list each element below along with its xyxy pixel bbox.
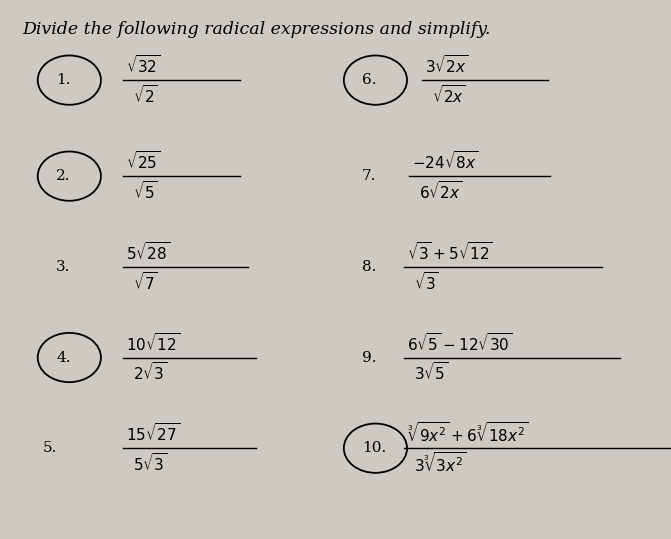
Text: $15\sqrt{27}$: $15\sqrt{27}$ <box>126 422 180 444</box>
Text: $5\sqrt{3}$: $5\sqrt{3}$ <box>133 452 167 474</box>
Text: 10.: 10. <box>362 441 386 455</box>
Text: 9.: 9. <box>362 350 376 364</box>
Text: 6.: 6. <box>362 73 376 87</box>
Text: $10\sqrt{12}$: $10\sqrt{12}$ <box>126 331 180 354</box>
Text: $\sqrt{7}$: $\sqrt{7}$ <box>133 271 158 293</box>
Text: $\sqrt{3}$: $\sqrt{3}$ <box>414 271 439 293</box>
Text: 4.: 4. <box>56 350 70 364</box>
Text: 5.: 5. <box>43 441 57 455</box>
Text: Divide the following radical expressions and simplify.: Divide the following radical expressions… <box>23 22 491 38</box>
Text: $\sqrt[3]{9x^2}+6\sqrt[3]{18x^2}$: $\sqrt[3]{9x^2}+6\sqrt[3]{18x^2}$ <box>407 421 529 445</box>
Text: 2.: 2. <box>56 169 70 183</box>
Text: 1.: 1. <box>56 73 70 87</box>
Text: $3\sqrt[3]{3x^2}$: $3\sqrt[3]{3x^2}$ <box>414 451 466 475</box>
Text: $\sqrt{2}$: $\sqrt{2}$ <box>133 84 158 106</box>
Text: $\sqrt{32}$: $\sqrt{32}$ <box>126 54 160 76</box>
Text: $\sqrt{3}+5\sqrt{12}$: $\sqrt{3}+5\sqrt{12}$ <box>407 241 493 263</box>
Text: $2\sqrt{3}$: $2\sqrt{3}$ <box>133 362 167 383</box>
Text: $\sqrt{2x}$: $\sqrt{2x}$ <box>432 84 466 106</box>
Text: 8.: 8. <box>362 260 376 274</box>
Text: $6\sqrt{5}-12\sqrt{30}$: $6\sqrt{5}-12\sqrt{30}$ <box>407 331 513 354</box>
Text: $-24\sqrt{8x}$: $-24\sqrt{8x}$ <box>412 150 478 172</box>
Text: $3\sqrt{5}$: $3\sqrt{5}$ <box>414 362 449 383</box>
Text: 3.: 3. <box>56 260 70 274</box>
Text: $3\sqrt{2x}$: $3\sqrt{2x}$ <box>425 54 469 76</box>
Text: $6\sqrt{2x}$: $6\sqrt{2x}$ <box>419 180 462 202</box>
Text: $\sqrt{5}$: $\sqrt{5}$ <box>133 180 158 202</box>
Text: 7.: 7. <box>362 169 376 183</box>
Text: $5\sqrt{28}$: $5\sqrt{28}$ <box>126 241 170 263</box>
Text: $\sqrt{25}$: $\sqrt{25}$ <box>126 150 160 172</box>
